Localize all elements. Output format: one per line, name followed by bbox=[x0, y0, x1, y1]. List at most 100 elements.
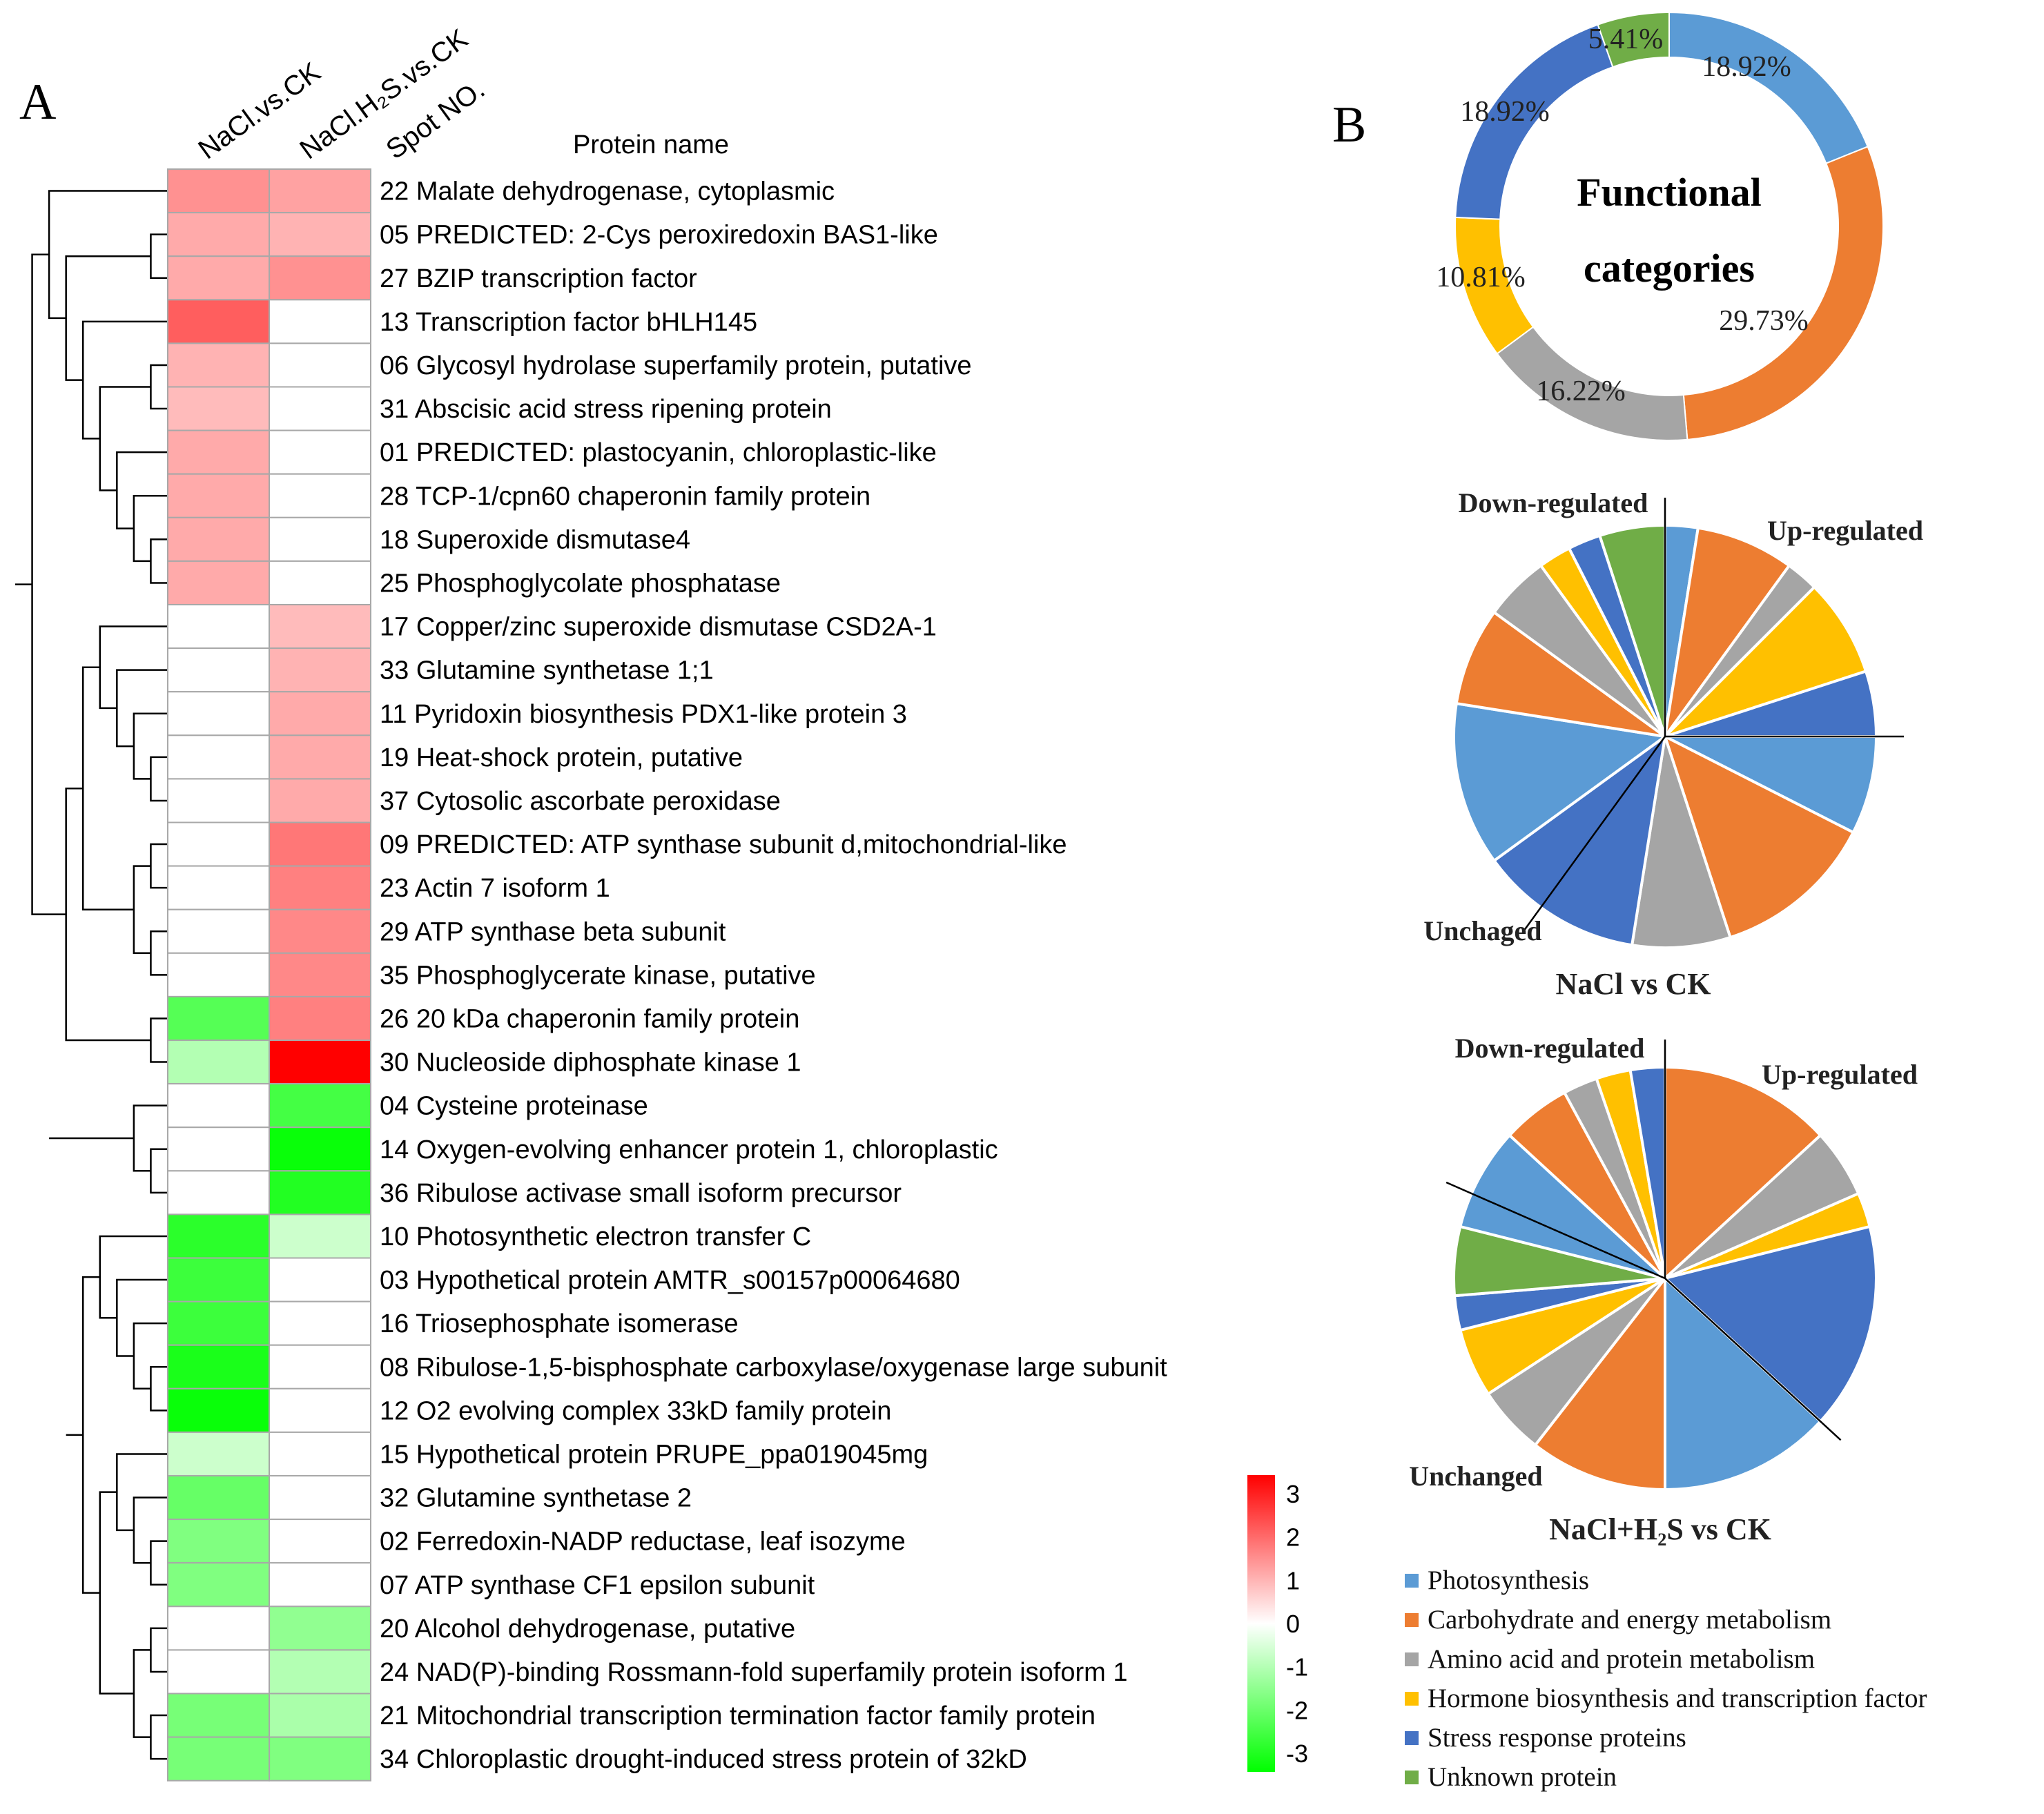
heatmap-cell-nacl-h2s bbox=[269, 1300, 371, 1346]
row-protein-name: Heat-shock protein, putative bbox=[409, 743, 743, 772]
colorbar-tick-label: 3 bbox=[1286, 1480, 1300, 1508]
dendrogram-branch bbox=[133, 865, 151, 955]
heatmap-cell-nacl-h2s bbox=[269, 778, 371, 823]
pie-slice bbox=[1664, 526, 1791, 738]
row-spot-number: 21 bbox=[380, 1701, 409, 1730]
heatmap-cell-nacl-h2s bbox=[269, 212, 371, 257]
row-protein-name: Superoxide dismutase4 bbox=[409, 525, 690, 554]
row-label: 29 ATP synthase beta subunit bbox=[380, 917, 726, 946]
row-label: 28 TCP-1/cpn60 chaperonin family protein bbox=[380, 482, 870, 511]
row-spot-number: 13 bbox=[380, 308, 409, 337]
pie-up-label: Up-regulated bbox=[1767, 515, 1923, 546]
dendrogram-branch bbox=[99, 625, 168, 710]
heatmap-cell-nacl-h2s bbox=[269, 429, 371, 475]
dendrogram-branch bbox=[133, 1496, 168, 1564]
heatmap-cell-nacl-h2s bbox=[269, 1693, 371, 1738]
donut-center-line1: Functional bbox=[1577, 170, 1762, 215]
heatmap-cell-nacl bbox=[167, 1127, 270, 1172]
dendrogram-branch bbox=[150, 233, 168, 279]
row-spot-number: 15 bbox=[380, 1440, 409, 1469]
dendrogram-branch bbox=[81, 1276, 100, 1594]
heatmap-cell-nacl bbox=[167, 1519, 270, 1564]
dendrogram-branch bbox=[65, 787, 151, 1042]
donut-slice-label: 10.81% bbox=[1436, 262, 1526, 293]
heatmap-cell-nacl bbox=[167, 1083, 270, 1129]
heatmap-cell-nacl-h2s bbox=[269, 1213, 371, 1259]
row-spot-number: 06 bbox=[380, 351, 409, 380]
row-label: 34 Chloroplastic drought-induced stress … bbox=[380, 1745, 1027, 1774]
dendrogram-branch bbox=[133, 1322, 168, 1390]
dendrogram-branch bbox=[150, 756, 168, 802]
dendrogram-branch bbox=[150, 1366, 168, 1412]
pie-slice bbox=[1662, 734, 1856, 939]
heatmap-cell-nacl-h2s bbox=[269, 1344, 371, 1389]
colorbar-tick-label: -3 bbox=[1286, 1739, 1308, 1768]
pie-slice bbox=[1454, 610, 1666, 738]
heatmap-cell-nacl-h2s bbox=[269, 647, 371, 693]
row-protein-name: 20 kDa chaperonin family protein bbox=[409, 1004, 799, 1033]
row-label: 35 Phosphoglycerate kinase, putative bbox=[380, 961, 816, 990]
heatmap-cell-nacl bbox=[167, 1257, 270, 1303]
row-spot-number: 07 bbox=[380, 1571, 409, 1600]
donut-slice-label: 16.22% bbox=[1536, 376, 1626, 407]
row-protein-name: Glutamine synthetase 1;1 bbox=[409, 656, 713, 685]
pie-slice bbox=[1664, 1275, 1822, 1492]
row-protein-name: NAD(P)-binding Rossmann-fold superfamily… bbox=[409, 1658, 1127, 1687]
heatmap-cell-nacl-h2s bbox=[269, 1562, 371, 1608]
row-spot-number: 32 bbox=[380, 1484, 409, 1513]
dendrogram-branch bbox=[133, 1649, 151, 1738]
row-spot-number: 30 bbox=[380, 1049, 409, 1077]
dendrogram-branch bbox=[150, 538, 168, 584]
row-protein-name: Glycosyl hydrolase superfamily protein, … bbox=[409, 351, 971, 380]
heatmap-cell-nacl-h2s bbox=[269, 1127, 371, 1172]
row-label: 36 Ribulose activase small isoform precu… bbox=[380, 1179, 902, 1208]
pie-slice bbox=[1533, 1274, 1666, 1492]
pie-slice bbox=[1452, 701, 1669, 863]
donut-center-line2: categories bbox=[1584, 246, 1755, 291]
colorbar-tick-label: 2 bbox=[1286, 1523, 1300, 1552]
row-label: 27 BZIP transcription factor bbox=[380, 264, 697, 293]
row-spot-number: 09 bbox=[380, 830, 409, 859]
heatmap-cell-nacl bbox=[167, 865, 270, 910]
donut-slice-label: 18.92% bbox=[1460, 96, 1550, 128]
row-spot-number: 31 bbox=[380, 395, 409, 424]
dendrogram-branch bbox=[150, 1714, 168, 1760]
row-spot-number: 10 bbox=[380, 1222, 409, 1251]
pie-slice bbox=[1664, 735, 1878, 835]
row-protein-name: Ribulose activase small isoform precurso… bbox=[409, 1179, 902, 1208]
row-protein-name: Nucleoside diphosphate kinase 1 bbox=[409, 1049, 801, 1077]
heatmap-cell-nacl-h2s bbox=[269, 1387, 371, 1433]
heatmap-cell-nacl-h2s bbox=[269, 1083, 371, 1129]
pie-nacl-h2s-vs-ck: Down-regulated Up-regulated UnchangedNaCl+… bbox=[1409, 1033, 1918, 1546]
heatmap-cell-nacl bbox=[167, 1387, 270, 1433]
row-protein-name: Hypothetical protein PRUPE_ppa019045mg bbox=[409, 1440, 928, 1469]
row-protein-name: Mitochondrial transcription termination … bbox=[409, 1701, 1096, 1730]
row-spot-number: 08 bbox=[380, 1353, 409, 1382]
legend-label: Carbohydrate and energy metabolism bbox=[1428, 1605, 1831, 1635]
heatmap-cell-nacl bbox=[167, 647, 270, 693]
legend-swatch bbox=[1405, 1574, 1419, 1588]
heatmap-cell-nacl bbox=[167, 1562, 270, 1608]
row-spot-number: 24 bbox=[380, 1658, 409, 1687]
row-spot-number: 11 bbox=[380, 700, 407, 729]
row-protein-name: Alcohol dehydrogenase, putative bbox=[409, 1615, 795, 1644]
row-label: 24 NAD(P)-binding Rossmann-fold superfam… bbox=[380, 1658, 1127, 1687]
heatmap-cell-nacl-h2s bbox=[269, 734, 371, 780]
heatmap-cell-nacl bbox=[167, 1300, 270, 1346]
dendrogram-branch bbox=[81, 666, 134, 910]
pie-title: NaCl vs CK bbox=[1556, 967, 1711, 1001]
pie-slice bbox=[1664, 1065, 1822, 1282]
row-label: 05 PREDICTED: 2-Cys peroxiredoxin BAS1-l… bbox=[380, 221, 938, 250]
row-protein-name: Ferredoxin-NADP reductase, leaf isozyme bbox=[409, 1528, 905, 1557]
row-protein-name: ATP synthase CF1 epsilon subunit bbox=[409, 1571, 815, 1600]
dendrogram-branch bbox=[133, 495, 168, 563]
heatmap-cell-nacl bbox=[167, 1344, 270, 1389]
dendrogram-branch bbox=[150, 843, 168, 889]
heatmap-cell-nacl bbox=[167, 1693, 270, 1738]
dendrogram-branch bbox=[116, 669, 168, 748]
legend-swatch bbox=[1405, 1692, 1419, 1706]
row-label: 30 Nucleoside diphosphate kinase 1 bbox=[380, 1049, 801, 1077]
legend-label: Stress response proteins bbox=[1428, 1723, 1686, 1753]
row-spot-number: 36 bbox=[380, 1179, 409, 1208]
donut-slice-label: 18.92% bbox=[1702, 51, 1791, 83]
